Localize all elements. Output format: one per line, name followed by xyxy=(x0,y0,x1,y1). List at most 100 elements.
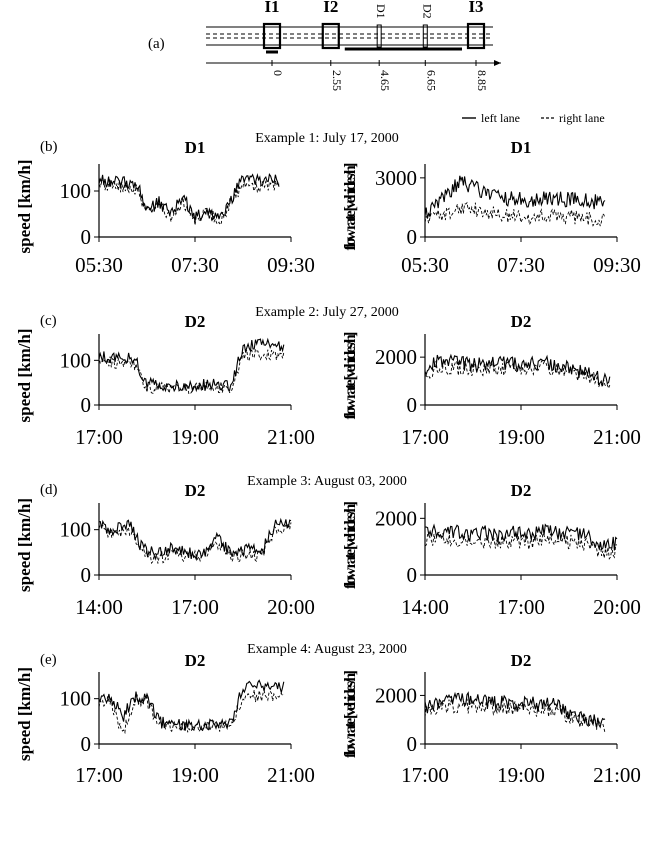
series-left-lane-line xyxy=(424,175,606,219)
subplot-title: D2 xyxy=(511,312,532,331)
example-title: Example 2: July 27, 2000 xyxy=(255,305,399,320)
example-4: Example 4: August 23, 2000 (e) 0 100 17:00 19… xyxy=(15,642,641,787)
x-tick-label: 09:30 xyxy=(267,253,315,277)
series-left-lane-line xyxy=(424,523,618,551)
y-axis-label: flow rate [vehicles/h] xyxy=(342,670,359,758)
subplot-title: D2 xyxy=(185,312,206,331)
panel-label: (d) xyxy=(40,482,58,498)
y-axis-label: flow rate [vehicles/h] xyxy=(342,332,359,420)
x-tick-label: 17:00 xyxy=(401,425,449,449)
distance-tick-label: 0 xyxy=(271,70,285,76)
x-tick-label: 17:00 xyxy=(75,763,123,787)
series-left-lane-line xyxy=(98,679,285,731)
x-tick-label: 20:00 xyxy=(267,595,315,619)
distance-tick-label: 2.55 xyxy=(330,70,344,91)
distance-axis-arrow xyxy=(494,60,501,66)
y-tick-label: 100 xyxy=(60,179,92,203)
x-tick-label: 05:30 xyxy=(401,253,449,277)
x-tick-label: 19:00 xyxy=(171,763,219,787)
example-1: Example 1: July 17, 2000 (b) 0 100 05:30 07:3… xyxy=(15,131,641,277)
example-title: Example 3: August 03, 2000 xyxy=(247,474,407,489)
subplot-title: D1 xyxy=(511,138,532,157)
y-tick-label: 3000 xyxy=(375,166,417,190)
y-tick-label: 0 xyxy=(407,225,418,249)
panel-label: (e) xyxy=(40,652,57,668)
y-tick-label: 0 xyxy=(81,225,92,249)
subplot-title: D2 xyxy=(511,481,532,500)
panel-label: (b) xyxy=(40,139,58,155)
y-axis-label: flow rate [vehicles/h] xyxy=(342,501,359,589)
y-tick-label: 0 xyxy=(81,563,92,587)
subplot-title: D1 xyxy=(185,138,206,157)
panel-label-a: (a) xyxy=(148,36,165,52)
y-tick-label: 100 xyxy=(60,518,92,542)
y-tick-label: 0 xyxy=(81,393,92,417)
detector-box xyxy=(376,24,382,48)
x-tick-label: 09:30 xyxy=(593,253,641,277)
station-label: I3 xyxy=(468,0,483,16)
x-tick-label: 19:00 xyxy=(497,763,545,787)
distance-tick-label: 4.65 xyxy=(378,70,392,91)
x-tick-label: 17:00 xyxy=(497,595,545,619)
y-tick-label: 0 xyxy=(407,393,418,417)
subplot-title: D2 xyxy=(185,481,206,500)
y-tick-label: 0 xyxy=(407,563,418,587)
x-tick-label: 17:00 xyxy=(401,763,449,787)
x-tick-label: 21:00 xyxy=(593,763,641,787)
y-tick-label: 100 xyxy=(60,348,92,372)
example-3: Example 3: August 03, 2000 (d) 0 100 14:00 17… xyxy=(15,474,641,619)
y-axis-label: speed [km/h] xyxy=(15,498,34,592)
example-2: Example 2: July 27, 2000 (c) 0 100 17:00 19:0… xyxy=(15,305,641,449)
x-tick-label: 14:00 xyxy=(75,595,123,619)
x-tick-label: 07:30 xyxy=(171,253,219,277)
y-tick-label: 100 xyxy=(60,687,92,711)
panel-label: (c) xyxy=(40,313,57,329)
x-tick-label: 20:00 xyxy=(593,595,641,619)
series-right-lane-line xyxy=(98,178,280,226)
y-tick-label: 2000 xyxy=(375,506,417,530)
series-left-lane-line xyxy=(98,172,280,223)
subplot-title: D2 xyxy=(511,651,532,670)
y-tick-label: 2000 xyxy=(375,683,417,707)
series-right-lane-line xyxy=(98,348,285,395)
series-left-lane-line xyxy=(424,691,606,729)
series-right-lane-line xyxy=(424,698,606,733)
series-left-lane-line xyxy=(98,517,292,562)
distance-tick-label: 6.65 xyxy=(424,70,438,91)
road-stations: I1 0 I2 2.55 D1 4.65 D2 6.65 I3 8.85 xyxy=(262,0,489,91)
station-box xyxy=(262,22,282,50)
legend-left-lane: left lane xyxy=(481,111,520,125)
y-tick-label: 2000 xyxy=(375,345,417,369)
series-right-lane-line xyxy=(424,359,611,390)
x-tick-label: 19:00 xyxy=(497,425,545,449)
detector-box xyxy=(422,24,428,48)
station-label: D1 xyxy=(374,4,388,19)
series-right-lane-line xyxy=(424,531,618,560)
station-label: D2 xyxy=(420,4,434,19)
x-tick-label: 17:00 xyxy=(171,595,219,619)
legend: left lane right lane xyxy=(462,111,605,125)
station-label: I1 xyxy=(264,0,279,16)
station-label: I2 xyxy=(323,0,338,16)
y-tick-label: 0 xyxy=(407,732,418,756)
x-tick-label: 21:00 xyxy=(267,763,315,787)
legend-right-lane: right lane xyxy=(559,111,605,125)
x-tick-label: 19:00 xyxy=(171,425,219,449)
station-box xyxy=(321,22,340,50)
y-axis-label: flow rate [vehicles/h] xyxy=(342,163,359,251)
y-tick-label: 0 xyxy=(81,732,92,756)
series-left-lane-line xyxy=(98,337,285,393)
x-tick-label: 21:00 xyxy=(267,425,315,449)
station-box xyxy=(466,22,486,50)
x-tick-label: 21:00 xyxy=(593,425,641,449)
road-diagram: (a) I1 0 I2 2.55 D1 4.65 D2 6.65 I3 8.85 xyxy=(148,0,501,91)
example-title: Example 1: July 17, 2000 xyxy=(255,131,399,146)
series-right-lane-line xyxy=(98,522,292,565)
example-title: Example 4: August 23, 2000 xyxy=(247,642,407,657)
examples: Example 1: July 17, 2000 (b) 0 100 05:30 07:3… xyxy=(15,131,641,787)
y-axis-label: speed [km/h] xyxy=(15,329,34,423)
road-lanes xyxy=(206,26,501,66)
series-right-lane-line xyxy=(424,201,606,227)
series-right-lane-line xyxy=(98,688,285,735)
